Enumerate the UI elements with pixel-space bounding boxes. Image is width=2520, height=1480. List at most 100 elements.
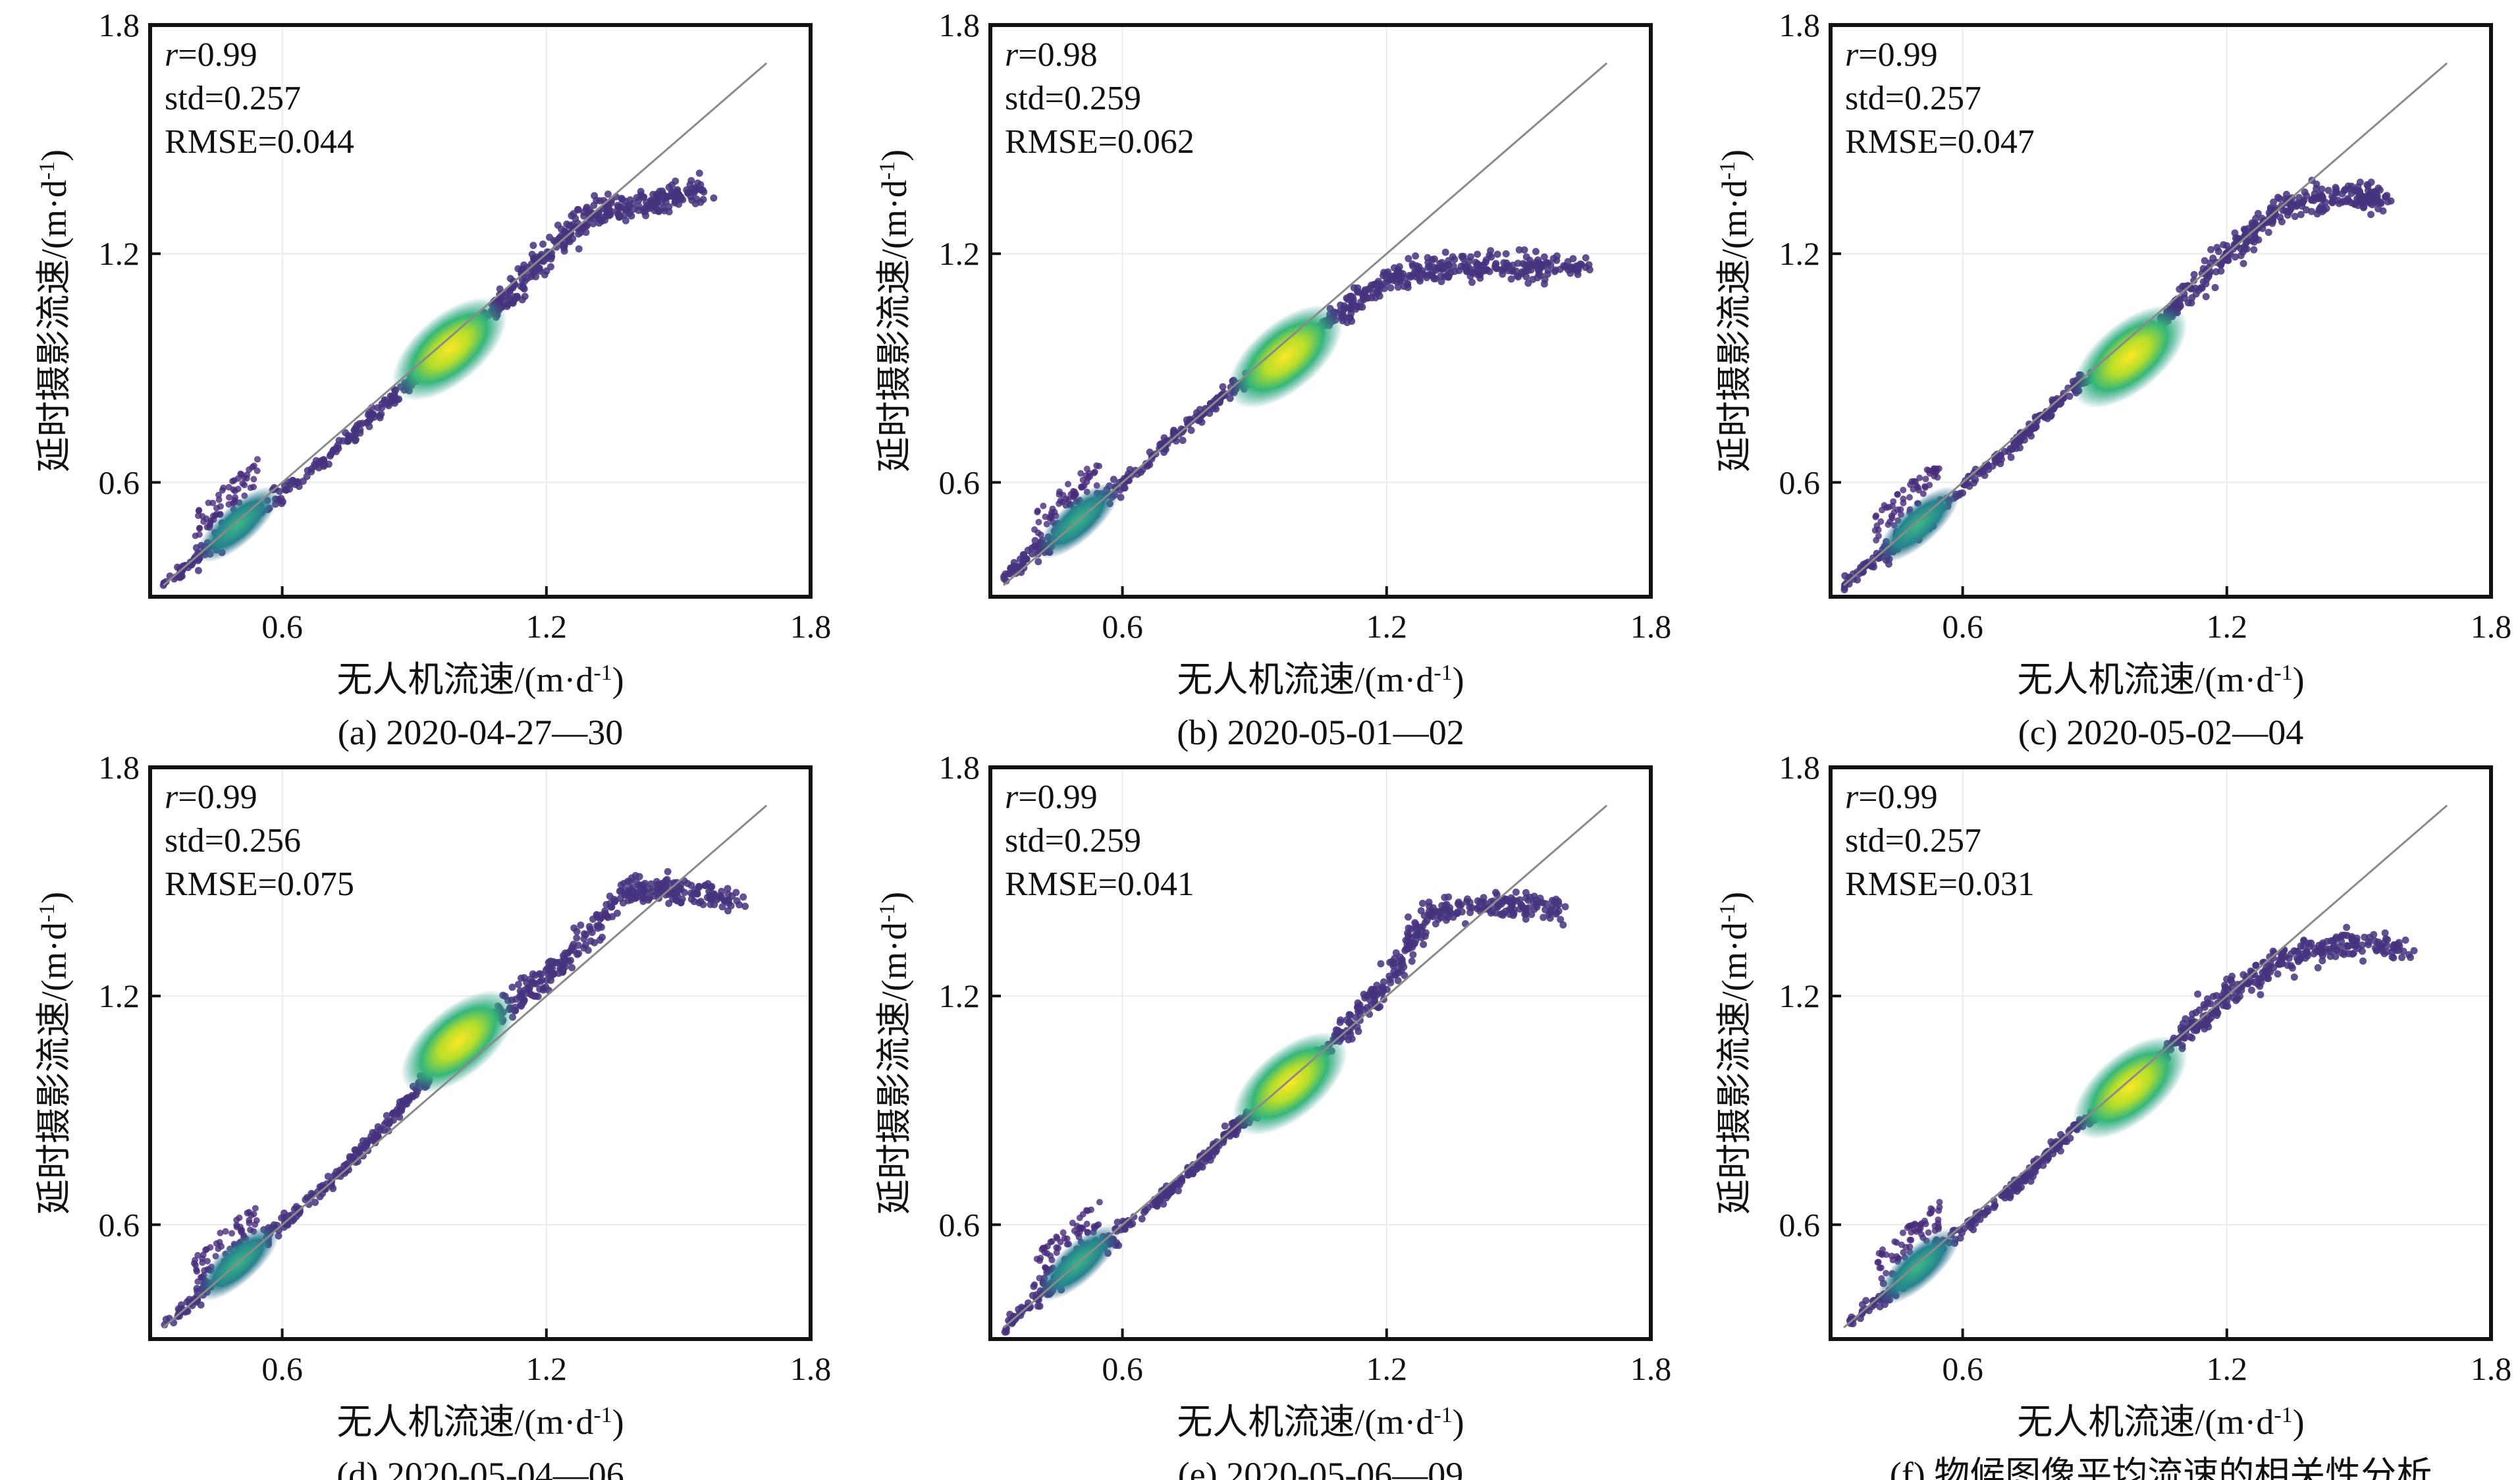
x-tick-label: 1.8 (790, 1350, 832, 1387)
y-axis-label-sup: -1 (35, 904, 59, 922)
y-axis-label-sup: -1 (875, 904, 899, 922)
y-tick-label: 1.8 (939, 749, 980, 786)
chart-panel-b: 0.6 1.2 1.8 0.6 1.2 1.8 r=0.98 std=0.259 RMSE=0.… (874, 7, 1671, 752)
stat-r-symbol: r (1005, 779, 1019, 816)
y-axis-label: 延时摄影流速/(m·d-1) (874, 892, 914, 1215)
y-axis-label-sup: -1 (35, 161, 59, 180)
y-tick-label: 1.2 (99, 235, 140, 272)
stat-std: std=0.259 (1005, 822, 1141, 860)
x-tick-label: 1.2 (2207, 1350, 2248, 1387)
x-axis-label-sup: -1 (2274, 661, 2292, 685)
y-tick-label: 0.6 (99, 1206, 140, 1243)
y-tick-label: 1.8 (99, 749, 140, 786)
stat-r-value: =0.99 (1858, 779, 1937, 816)
y-axis-label-close: ) (1715, 150, 1754, 161)
x-tick-label: 1.8 (1630, 1350, 1672, 1387)
x-axis-label-sup: -1 (2274, 1403, 2292, 1427)
y-axis-label: 延时摄影流速/(m·d-1) (874, 150, 914, 472)
reference-line (1843, 804, 2448, 1329)
plot-frame (148, 765, 813, 1341)
x-axis-label-text: 无人机流速/(m·d (2017, 1402, 2274, 1442)
stat-r: r=0.99 (1005, 779, 1098, 816)
density-peak (1232, 1031, 1347, 1136)
stat-r-symbol: r (165, 779, 178, 816)
reference-line (1003, 804, 1608, 1329)
stat-r-value: =0.99 (1018, 779, 1097, 816)
y-axis-label: 延时摄影流速/(m·d-1) (1715, 150, 1754, 472)
panel-caption: (c) 2020-05-02—04 (2018, 713, 2303, 752)
y-axis-label-close: ) (34, 892, 74, 904)
y-axis-label-sup: -1 (875, 161, 899, 180)
x-axis-label-sup: -1 (1434, 1403, 1452, 1427)
x-axis-label-text: 无人机流速/(m·d (1177, 1402, 1434, 1442)
x-tick-label: 1.8 (790, 608, 832, 645)
plot-frame (1829, 765, 2493, 1341)
y-axis-label-text: 延时摄影流速/(m·d (34, 180, 74, 472)
y-axis-label-text: 延时摄影流速/(m·d (874, 922, 914, 1215)
y-tick-label: 0.6 (1779, 464, 1821, 501)
y-axis-label-close: ) (1715, 892, 1754, 904)
x-axis-label-text: 无人机流速/(m·d (336, 660, 593, 699)
reference-line (1003, 62, 1608, 586)
y-tick-label: 1.8 (939, 7, 980, 43)
y-axis-label-sup: -1 (1715, 904, 1740, 922)
x-tick-label: 1.8 (1630, 608, 1672, 645)
x-axis-label-close: ) (2293, 660, 2305, 699)
y-axis-label-text: 延时摄影流速/(m·d (874, 180, 914, 472)
x-axis-label: 无人机流速/(m·d-1) (1177, 660, 1464, 699)
stat-r-symbol: r (1005, 36, 1019, 74)
x-axis-label: 无人机流速/(m·d-1) (2017, 1402, 2304, 1442)
y-tick-label: 1.2 (99, 977, 140, 1014)
y-axis-label-close: ) (874, 892, 914, 904)
x-axis-label-close: ) (612, 660, 624, 699)
x-axis-label: 无人机流速/(m·d-1) (2017, 660, 2304, 699)
x-tick-label: 1.2 (1366, 608, 1408, 645)
stat-r-symbol: r (1845, 779, 1859, 816)
stat-r: r=0.98 (1005, 36, 1098, 74)
x-tick-label: 0.6 (1942, 608, 1983, 645)
y-tick-label: 0.6 (939, 1206, 980, 1243)
stat-rmse: RMSE=0.062 (1005, 123, 1194, 161)
y-axis-label-text: 延时摄影流速/(m·d (1715, 180, 1754, 472)
x-axis-label-close: ) (1453, 1402, 1464, 1442)
stat-std: std=0.257 (1845, 822, 1981, 860)
y-tick-label: 1.8 (1779, 7, 1821, 43)
x-tick-label: 0.6 (1102, 608, 1143, 645)
reference-line (1843, 62, 2448, 586)
x-axis-label-close: ) (612, 1402, 624, 1442)
y-axis-label-text: 延时摄影流速/(m·d (1715, 922, 1754, 1215)
x-axis-label-sup: -1 (593, 1403, 612, 1427)
stat-r: r=0.99 (1845, 36, 1938, 74)
density-peak (2072, 305, 2187, 408)
y-axis-label: 延时摄影流速/(m·d-1) (34, 150, 74, 472)
stat-r-value: =0.99 (1858, 36, 1937, 74)
x-tick-label: 1.2 (1366, 1350, 1408, 1387)
plot-frame (988, 23, 1653, 599)
x-tick-label: 0.6 (261, 1350, 303, 1387)
panel-caption: (a) 2020-04-27—30 (338, 713, 623, 752)
chart-panel-e: 0.6 1.2 1.8 0.6 1.2 1.8 r=0.99 std=0.259 RMSE=0.… (874, 749, 1671, 1480)
density-peak (400, 990, 516, 1094)
y-axis-label-sup: -1 (1715, 161, 1740, 180)
chart-panel-c: 0.6 1.2 1.8 0.6 1.2 1.8 r=0.99 std=0.257 RMSE=0.… (1715, 7, 2511, 752)
stat-r-value: =0.99 (178, 779, 257, 816)
stat-rmse: RMSE=0.047 (1845, 123, 2035, 161)
y-axis-label-close: ) (34, 150, 74, 161)
x-tick-label: 0.6 (261, 608, 303, 645)
y-axis-label: 延时摄影流速/(m·d-1) (1715, 892, 1754, 1215)
y-tick-label: 0.6 (939, 464, 980, 501)
density-peak (392, 297, 507, 401)
stat-r: r=0.99 (165, 36, 257, 74)
stat-r: r=0.99 (165, 779, 257, 816)
stat-std: std=0.256 (165, 822, 301, 860)
stat-rmse: RMSE=0.041 (1005, 865, 1194, 903)
y-axis-label-text: 延时摄影流速/(m·d (34, 922, 74, 1215)
stat-r-value: =0.98 (1018, 36, 1097, 74)
plot-frame (148, 23, 813, 599)
panel-caption: (b) 2020-05-01—02 (1177, 713, 1464, 752)
stat-rmse: RMSE=0.075 (165, 865, 354, 903)
y-tick-label: 1.2 (1779, 235, 1821, 272)
x-axis-label: 无人机流速/(m·d-1) (336, 1402, 624, 1442)
stat-std: std=0.259 (1005, 80, 1141, 117)
